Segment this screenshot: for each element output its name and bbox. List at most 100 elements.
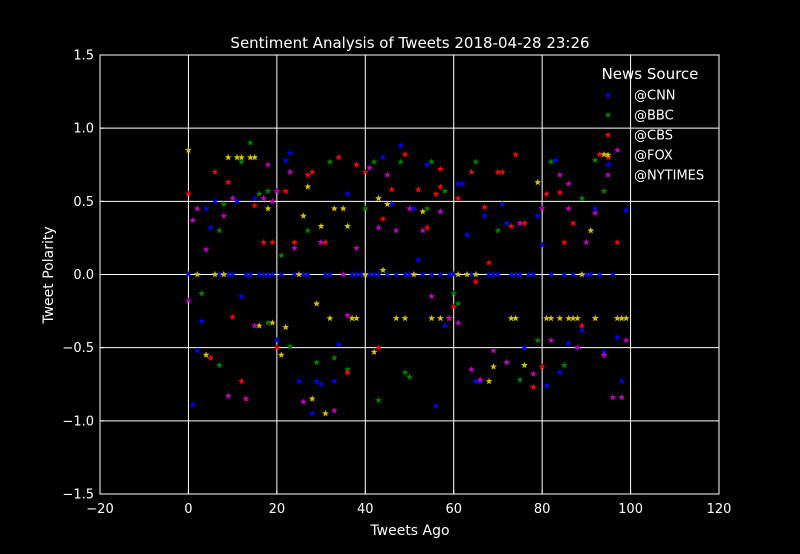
data-point	[401, 150, 409, 158]
data-point	[273, 187, 281, 194]
data-point	[618, 393, 626, 401]
data-point	[344, 222, 352, 230]
data-point	[490, 363, 497, 370]
data-point	[454, 300, 462, 307]
data-point	[370, 348, 378, 355]
data-point	[534, 336, 542, 344]
data-point	[437, 314, 444, 322]
data-point	[437, 165, 444, 173]
data-point	[397, 142, 405, 149]
data-point	[454, 194, 462, 202]
data-point	[410, 270, 418, 278]
data-point	[330, 406, 338, 414]
data-point	[600, 187, 608, 194]
data-point	[282, 187, 290, 194]
data-point	[494, 227, 502, 234]
data-point	[185, 190, 192, 197]
data-point	[423, 161, 431, 168]
data-point	[613, 314, 621, 322]
data-point	[264, 187, 272, 194]
series-cbs	[185, 150, 621, 402]
data-point	[229, 270, 237, 278]
data-point	[233, 153, 241, 161]
data-point	[220, 200, 228, 208]
data-point	[185, 297, 192, 304]
data-point	[392, 227, 400, 234]
data-point	[317, 380, 325, 388]
data-point	[211, 168, 219, 175]
data-point	[512, 150, 520, 158]
data-point	[521, 219, 528, 227]
data-point	[596, 270, 604, 278]
data-point	[317, 238, 325, 246]
data-point	[401, 368, 409, 376]
data-point	[392, 270, 400, 278]
y-tick-label: −0.5	[62, 341, 94, 356]
data-point	[463, 231, 471, 238]
data-point	[211, 197, 219, 205]
data-point	[485, 270, 493, 278]
data-point	[202, 351, 210, 358]
data-point	[419, 207, 427, 215]
data-point	[591, 314, 599, 322]
data-point	[330, 205, 338, 212]
data-point	[299, 398, 307, 405]
data-point	[273, 344, 281, 351]
y-tick-label: −1.5	[62, 488, 94, 503]
data-point	[534, 212, 542, 219]
data-point	[383, 200, 391, 208]
data-point	[428, 314, 436, 322]
data-point	[543, 190, 550, 197]
data-point	[224, 153, 232, 161]
data-point	[339, 205, 347, 212]
data-point	[242, 270, 250, 278]
data-point	[308, 395, 316, 402]
legend-marker	[604, 151, 612, 158]
legend-entries: @CNN @BBC @CBS @FOX @NYTIMES	[604, 89, 704, 184]
data-point	[423, 224, 431, 231]
data-point	[229, 194, 237, 202]
legend-entry-label: @CNN	[634, 89, 676, 104]
data-point	[503, 219, 511, 227]
data-point	[600, 150, 608, 158]
legend: News Source @CNN @BBC @CBS @FOX @NYTIMES	[602, 65, 705, 184]
data-point	[569, 314, 577, 322]
data-point	[313, 377, 321, 385]
data-point	[503, 358, 511, 366]
data-point	[613, 146, 621, 154]
data-points	[185, 139, 630, 417]
data-point	[339, 270, 347, 278]
data-point	[295, 377, 303, 385]
data-point	[622, 206, 630, 214]
data-point	[556, 171, 564, 178]
data-point	[454, 319, 462, 326]
data-point	[547, 314, 555, 322]
data-point	[414, 256, 422, 263]
data-point	[238, 158, 245, 165]
legend-entry-label: @CBS	[634, 129, 673, 144]
data-point	[547, 158, 555, 165]
data-point	[622, 314, 630, 322]
data-point	[578, 322, 586, 329]
data-point	[428, 270, 436, 278]
data-point	[467, 270, 475, 278]
data-point	[587, 270, 595, 278]
data-point	[379, 215, 387, 222]
data-point	[574, 314, 581, 322]
data-point	[335, 153, 343, 161]
data-point	[605, 161, 612, 168]
data-point	[609, 270, 617, 278]
legend-entry-label: @FOX	[634, 149, 673, 164]
data-point	[322, 238, 329, 246]
data-point	[375, 224, 382, 231]
data-point	[304, 227, 312, 234]
data-point	[437, 270, 444, 278]
data-point	[547, 270, 555, 278]
data-point	[613, 238, 621, 246]
data-point	[397, 158, 405, 165]
data-point	[556, 314, 564, 322]
data-point	[450, 270, 458, 278]
legend-marker	[604, 111, 612, 118]
data-point	[185, 146, 192, 154]
y-tick-label: −1.0	[62, 414, 94, 429]
